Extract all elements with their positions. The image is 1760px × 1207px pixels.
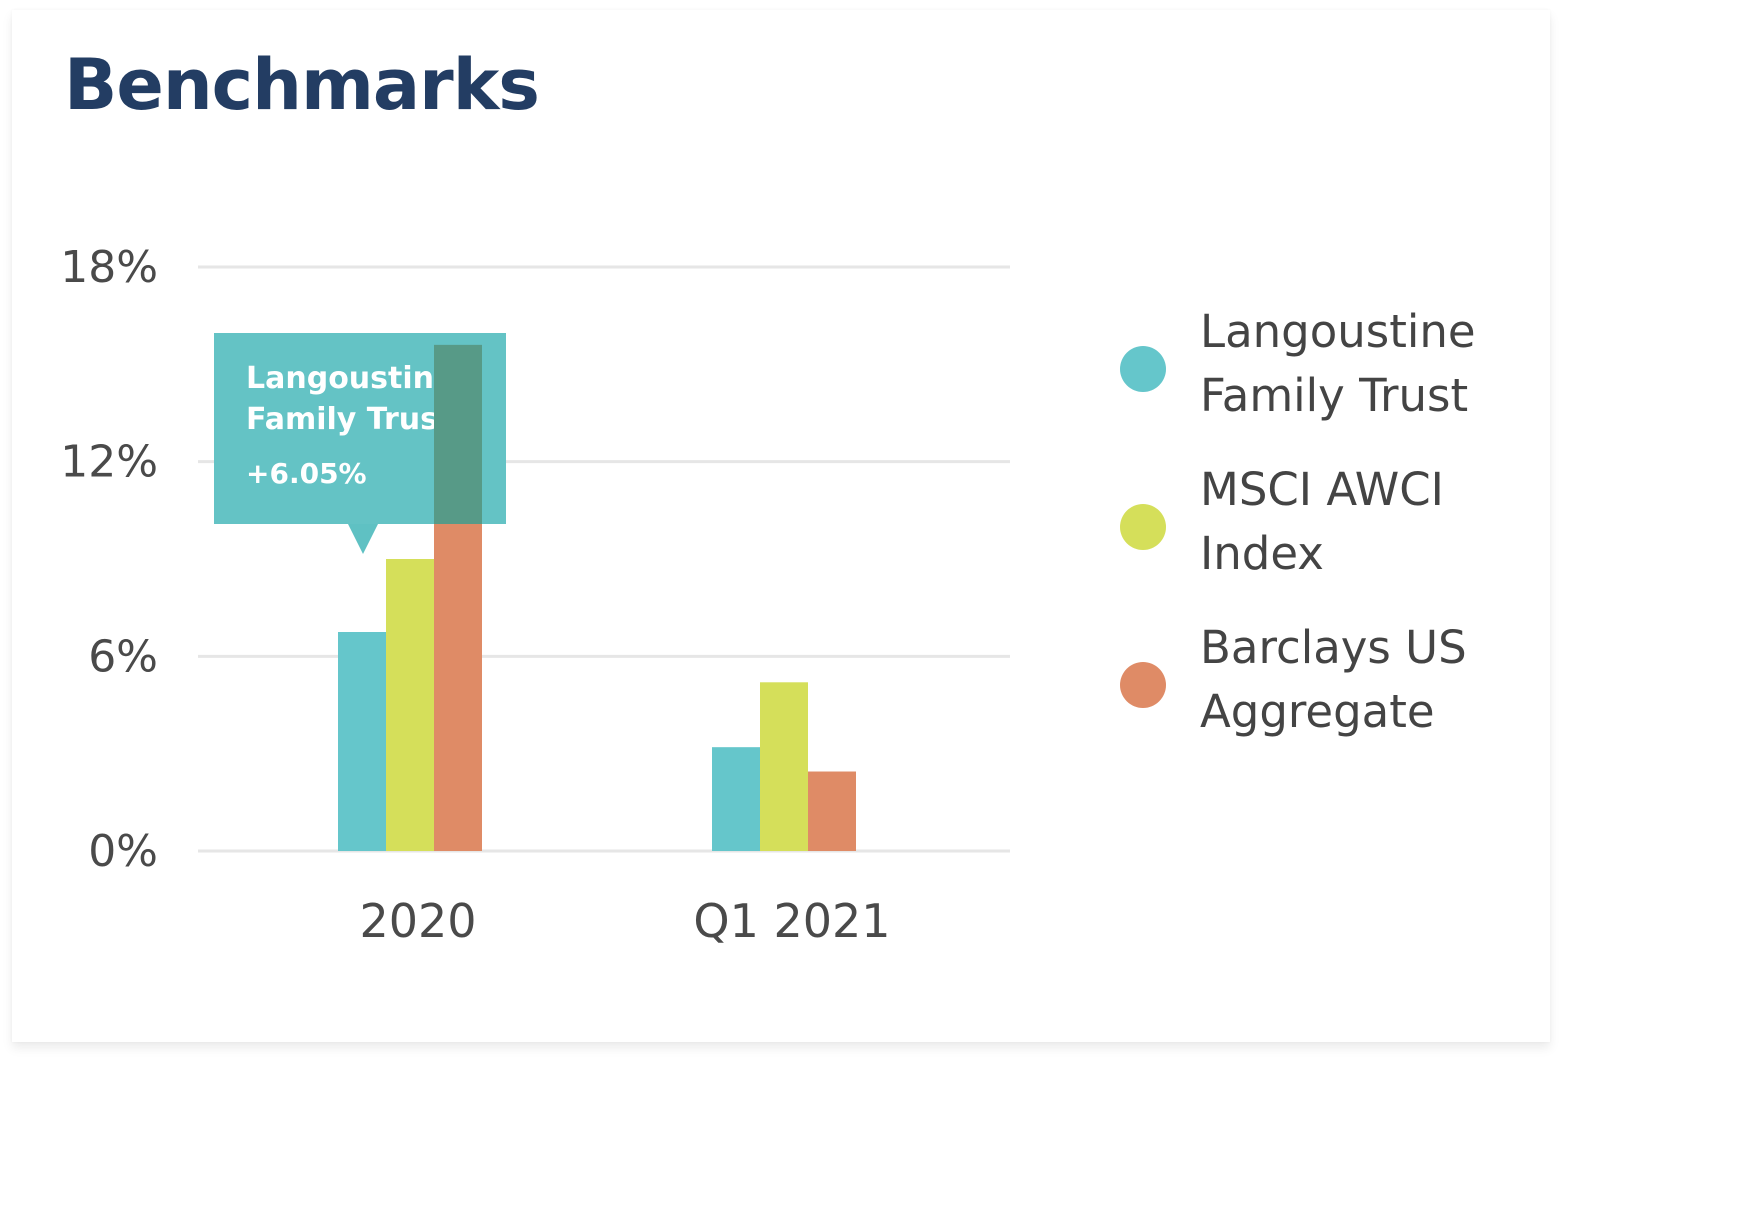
legend-swatch — [1120, 662, 1166, 708]
legend-label: Langoustine Family Trust — [1200, 305, 1476, 422]
legend-swatch — [1120, 346, 1166, 392]
bar — [760, 682, 808, 851]
bar-tooltip-overlap — [434, 344, 482, 524]
bar — [338, 632, 386, 851]
x-tick-label: 2020 — [359, 894, 476, 948]
legend-item: Barclays US Aggregate — [1120, 616, 1520, 744]
tooltip-series-label: Family Trust — [246, 402, 452, 437]
y-tick-label: 12% — [60, 437, 158, 488]
legend: Langoustine Family Trust MSCI AWCI Index B… — [1120, 300, 1520, 774]
chart-title: Benchmarks — [64, 44, 540, 126]
tooltip-value: +6.05% — [246, 457, 367, 490]
legend-item: Langoustine Family Trust — [1120, 300, 1520, 428]
bar — [386, 559, 434, 851]
tooltip-pointer — [348, 524, 378, 554]
y-tick-label: 18% — [60, 242, 158, 293]
legend-label: Barclays US Aggregate — [1200, 621, 1467, 738]
legend-label: MSCI AWCI Index — [1200, 463, 1444, 580]
y-tick-label: 6% — [88, 631, 158, 682]
tooltip-series-label: Langoustine — [246, 361, 454, 396]
bar — [808, 771, 856, 851]
bar — [712, 747, 760, 851]
legend-item: MSCI AWCI Index — [1120, 458, 1520, 586]
x-tick-label: Q1 2021 — [693, 894, 890, 948]
bar-chart: 0% 6% 12% 18% 2020 Q1 2021 Langoustine Family T… — [60, 242, 1010, 948]
benchmarks-card — [12, 10, 1550, 1042]
y-tick-label: 0% — [88, 826, 158, 877]
legend-swatch — [1120, 504, 1166, 550]
